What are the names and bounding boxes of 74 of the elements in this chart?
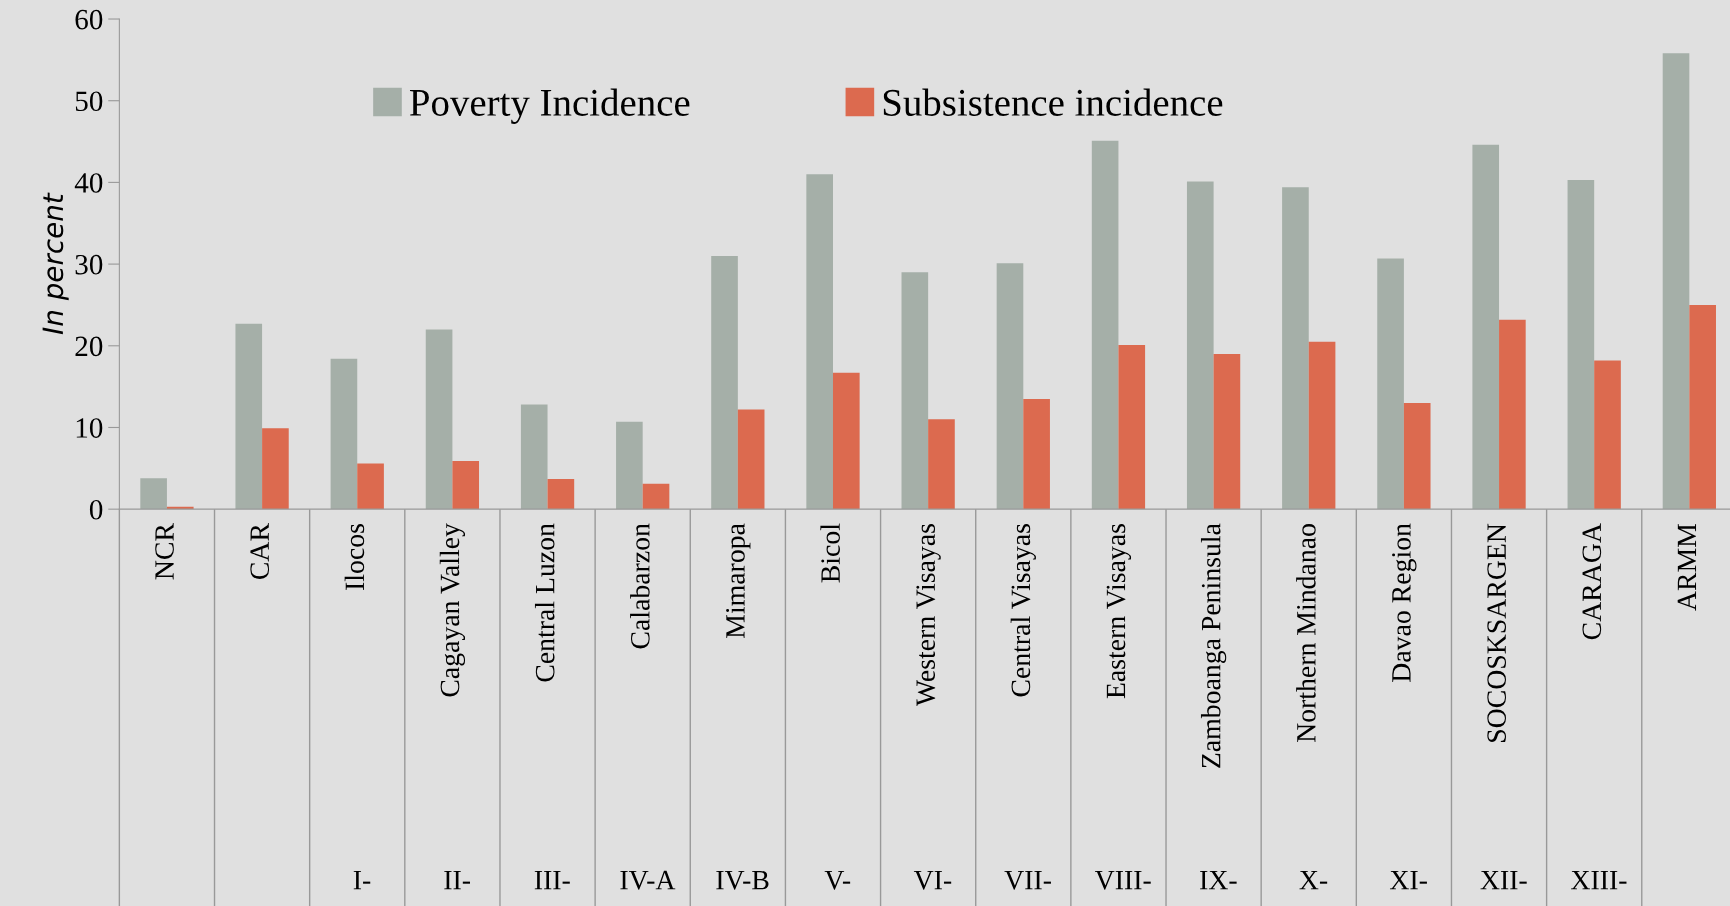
text: IV-B: [716, 871, 769, 890]
text: III-: [534, 871, 570, 890]
y-tick-label: 50: [75, 91, 103, 112]
bar: [262, 428, 289, 510]
bar: [330, 358, 358, 510]
text: V-: [824, 871, 851, 890]
bar: [1186, 181, 1214, 510]
x-tick-label: ARMM: [1677, 523, 1697, 611]
bar: [616, 421, 643, 510]
y-tick-label: 10: [76, 418, 103, 438]
x-tick-label: Northern Mindanao: [1296, 524, 1316, 743]
x-tick-label: Central Luzon: [534, 523, 555, 682]
bar: [1403, 402, 1431, 510]
bar: [1308, 341, 1336, 510]
y-axis-title: In percent: [42, 192, 69, 335]
bar: [833, 372, 860, 510]
text: IX-: [1200, 871, 1237, 890]
text: II-: [444, 871, 471, 890]
bar: [806, 174, 833, 510]
x-tick-label: Bicol: [820, 523, 840, 583]
legend-label: Subsistence incidence: [883, 88, 1223, 116]
text: VII-: [1004, 871, 1051, 890]
legend-label: Poverty Incidence: [409, 88, 690, 124]
bar: [901, 272, 929, 510]
y-tick-label: 0: [89, 499, 103, 520]
x-tick-label: SOCOSKSARGEN: [1487, 523, 1506, 742]
bar: [1472, 144, 1500, 510]
bar: [1662, 53, 1690, 510]
text: X-: [1299, 871, 1328, 890]
x-tick-label: Davao Region: [1392, 523, 1417, 682]
x-tick-label: NCR: [155, 523, 174, 580]
bar: [1091, 140, 1119, 510]
text: IV-A: [620, 870, 676, 890]
x-tick-label: Central Visayas: [1010, 524, 1036, 697]
x-tick-label: CAR: [250, 523, 270, 580]
text: VI-: [913, 871, 952, 890]
x-tick-label: CARAGA: [1582, 523, 1602, 640]
bar: [357, 463, 384, 510]
text: I-: [353, 871, 371, 890]
x-tick-label: Calabarzon: [630, 523, 650, 649]
bar: [425, 329, 453, 510]
bar: [1499, 319, 1526, 510]
text: XII-: [1480, 871, 1527, 890]
bar: [452, 460, 480, 510]
x-tick-label: Western Visayas: [916, 524, 941, 707]
x-tick-label: Ilocos: [344, 524, 365, 590]
bar: [642, 483, 670, 510]
y-tick-label: 40: [74, 173, 103, 193]
bar: [140, 478, 167, 510]
bar: [1689, 304, 1716, 510]
bar: [928, 419, 955, 510]
bar: [1594, 360, 1621, 510]
bar: [1118, 344, 1146, 510]
text: XI-: [1389, 871, 1427, 890]
x-tick-label: Eastern Visayas: [1106, 524, 1132, 699]
bar: [1023, 398, 1050, 510]
bar: [1213, 353, 1241, 510]
bar: [235, 323, 263, 510]
bar: [737, 409, 765, 510]
x-tick-label: Zamboanga Peninsula: [1200, 523, 1227, 768]
text: VIII-: [1094, 871, 1151, 890]
y-tick-label: 20: [75, 336, 103, 357]
bar: [520, 404, 548, 510]
bar: [711, 255, 738, 510]
bar: [1567, 179, 1595, 510]
x-tick-label: Cagayan Valley: [439, 523, 466, 697]
bar: [547, 478, 575, 510]
x-tick-label: Mimaropa: [726, 523, 751, 638]
bar: [1282, 187, 1309, 510]
bar: [1377, 258, 1404, 510]
bar: [996, 263, 1024, 510]
text: XIII-: [1571, 871, 1627, 890]
y-tick-label: 30: [75, 254, 103, 275]
y-tick-label: 60: [75, 9, 103, 30]
